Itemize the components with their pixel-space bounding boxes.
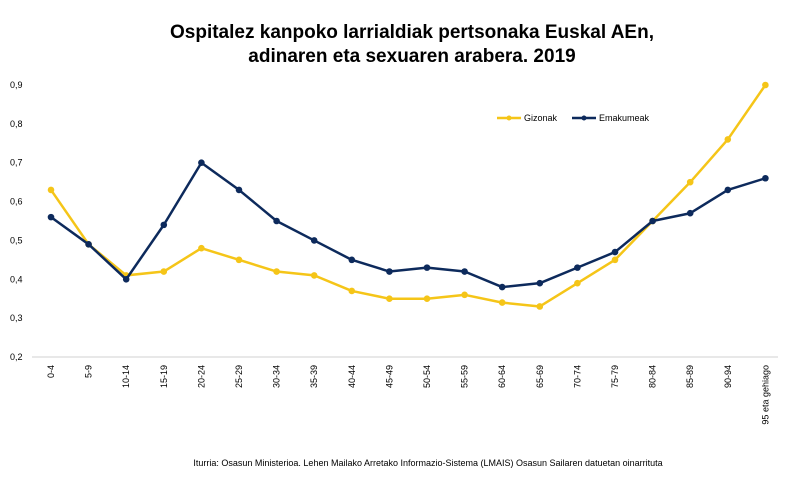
x-tick-label: 5-9: [84, 365, 94, 378]
chart-title-line2: adinaren eta sexuaren arabera. 2019: [248, 46, 575, 67]
x-tick-label: 50-54: [422, 365, 432, 388]
y-tick-label: 0,6: [10, 197, 23, 207]
x-tick-label: 45-49: [384, 365, 394, 388]
data-point-emakumeak: [122, 275, 130, 283]
data-point-emakumeak: [724, 186, 732, 194]
data-point-emakumeak: [198, 159, 205, 167]
data-point-gizonak: [47, 186, 55, 194]
data-point-gizonak: [423, 295, 431, 303]
x-tick-label: 40-44: [347, 365, 357, 388]
x-tick-label: 60-64: [497, 365, 507, 388]
data-point-gizonak: [198, 244, 205, 252]
data-point-emakumeak: [47, 213, 55, 221]
legend: Gizonak Emakumeak: [497, 113, 650, 123]
data-point-gizonak: [235, 256, 243, 264]
data-point-emakumeak: [85, 241, 92, 248]
series-line-emakumeak: [50, 161, 766, 289]
series-gizonak: [47, 81, 769, 310]
chart-title-line1: Ospitalez kanpoko larrialdiak pertsonaka…: [170, 22, 654, 43]
data-point-gizonak: [611, 256, 619, 264]
data-point-gizonak: [461, 291, 468, 299]
data-point-gizonak: [310, 272, 318, 279]
axes: 0,2 0,3 0,4 0,5 0,6 0,7 0,8 0,9 0-4 5-9 10-14 15-19…: [10, 80, 778, 425]
y-tick-label: 0,5: [10, 235, 23, 245]
legend-item-gizonak: Gizonak: [497, 113, 558, 123]
y-tick-label: 0,4: [10, 274, 23, 284]
data-point-gizonak: [536, 303, 544, 310]
x-tick-label: 55-59: [460, 365, 470, 388]
data-point-gizonak: [762, 81, 769, 89]
data-point-emakumeak: [536, 279, 544, 287]
x-tick-label: 10-14: [121, 365, 131, 388]
data-point-emakumeak: [160, 221, 168, 229]
data-point-emakumeak: [686, 209, 694, 217]
data-point-gizonak: [574, 279, 581, 287]
data-point-emakumeak: [386, 268, 393, 275]
x-tick-label: 25-29: [234, 365, 244, 388]
data-point-gizonak: [686, 178, 694, 186]
data-point-emakumeak: [273, 217, 280, 225]
x-tick-label: 80-84: [648, 365, 658, 388]
x-tick-label: 70-74: [572, 365, 582, 388]
y-tick-label: 0,9: [10, 80, 23, 90]
data-point-gizonak: [273, 268, 280, 275]
y-tick-label: 0,2: [10, 352, 23, 362]
y-tick-label: 0,3: [10, 313, 23, 323]
series-line-gizonak: [49, 84, 767, 308]
x-tick-label: 35-39: [309, 365, 319, 388]
data-point-emakumeak: [498, 283, 506, 291]
series-emakumeak: [47, 159, 769, 291]
x-tick-label: 30-34: [272, 365, 282, 388]
x-tick-label: 0-4: [46, 365, 56, 378]
x-tick-label: 90-94: [723, 365, 733, 388]
x-tick-label: 65-69: [535, 365, 545, 388]
data-point-emakumeak: [762, 174, 769, 182]
y-tick-label: 0,8: [10, 119, 23, 129]
data-point-emakumeak: [423, 264, 431, 271]
legend-label: Emakumeak: [599, 113, 650, 123]
y-tick-label: 0,7: [10, 158, 23, 168]
series-layer: [47, 81, 769, 310]
data-point-gizonak: [386, 295, 393, 303]
data-point-emakumeak: [649, 217, 656, 225]
data-point-emakumeak: [235, 186, 243, 194]
data-point-emakumeak: [310, 237, 318, 244]
x-tick-label: 15-19: [159, 365, 169, 388]
data-point-gizonak: [498, 299, 506, 306]
legend-swatch-marker: [506, 115, 512, 121]
legend-swatch-marker: [581, 115, 587, 121]
data-point-emakumeak: [611, 248, 619, 256]
data-point-emakumeak: [461, 268, 468, 275]
x-tick-label: 20-24: [196, 365, 206, 388]
data-point-gizonak: [724, 136, 732, 143]
x-tick-label: 85-89: [685, 365, 695, 388]
legend-label: Gizonak: [524, 113, 558, 123]
legend-item-emakumeak: Emakumeak: [572, 113, 650, 123]
x-tick-label: 75-79: [610, 365, 620, 388]
data-point-gizonak: [160, 268, 168, 275]
source-note: Iturria: Osasun Ministerioa. Lehen Maila…: [193, 458, 662, 468]
x-tick-label: 95 eta gehiago: [760, 365, 770, 425]
data-point-gizonak: [348, 287, 356, 295]
data-point-emakumeak: [574, 264, 581, 271]
data-point-emakumeak: [348, 256, 356, 264]
